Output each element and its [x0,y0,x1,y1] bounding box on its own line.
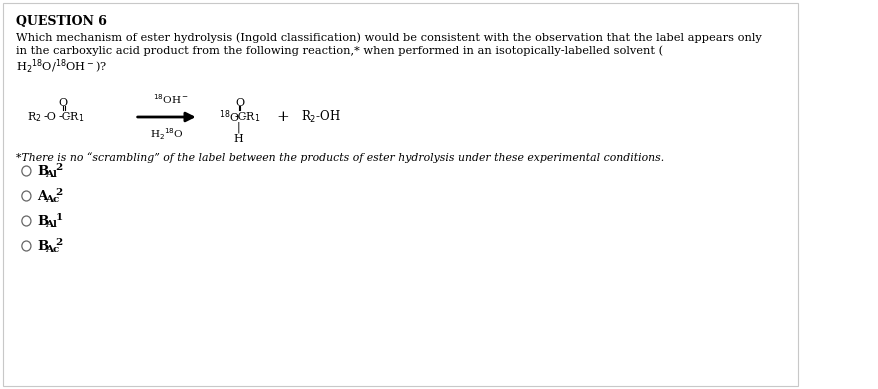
Text: -O: -O [44,112,56,122]
Text: H: H [234,134,243,144]
Text: |: | [236,121,241,133]
Text: Ac: Ac [46,245,60,254]
Text: QUESTION 6: QUESTION 6 [17,15,107,28]
Text: *There is no “scrambling” of the label between the products of ester hydrolysis : *There is no “scrambling” of the label b… [17,152,664,163]
Text: Al: Al [46,170,57,179]
Text: 1: 1 [55,212,62,221]
Text: -R$_1$: -R$_1$ [66,110,84,124]
Text: A: A [37,189,47,203]
Text: B: B [37,240,48,252]
Text: -C: -C [234,112,247,122]
Circle shape [22,166,31,176]
Circle shape [22,241,31,251]
Text: B: B [37,165,48,177]
Circle shape [22,191,31,201]
Text: R$_2$: R$_2$ [27,110,42,124]
Text: in the carboxylic acid product from the following reaction,* when performed in a: in the carboxylic acid product from the … [17,45,663,56]
Text: -R$_1$: -R$_1$ [242,110,261,124]
Text: H$_2$$^{18}$O/$^{18}$OH$^-$)?: H$_2$$^{18}$O/$^{18}$OH$^-$)? [17,58,107,76]
Text: 2: 2 [55,163,62,172]
Circle shape [22,216,31,226]
Text: Which mechanism of ester hydrolysis (Ingold classification) would be consistent : Which mechanism of ester hydrolysis (Ing… [17,32,761,42]
Text: $^{18}$OH$^-$: $^{18}$OH$^-$ [153,92,189,106]
Text: B: B [37,214,48,228]
Text: O: O [58,98,68,108]
Text: Ac: Ac [46,194,60,203]
Text: $^{18}$O: $^{18}$O [219,109,239,125]
FancyBboxPatch shape [3,3,797,386]
Text: Al: Al [46,219,57,228]
Text: H$_2$$^{18}$O: H$_2$$^{18}$O [149,126,184,142]
Text: +: + [276,110,288,124]
Text: 2: 2 [55,238,62,247]
Text: 2: 2 [55,187,62,196]
Text: O: O [234,98,244,108]
Text: -C: -C [58,112,70,122]
Text: R$_2$-OH: R$_2$-OH [300,109,340,125]
